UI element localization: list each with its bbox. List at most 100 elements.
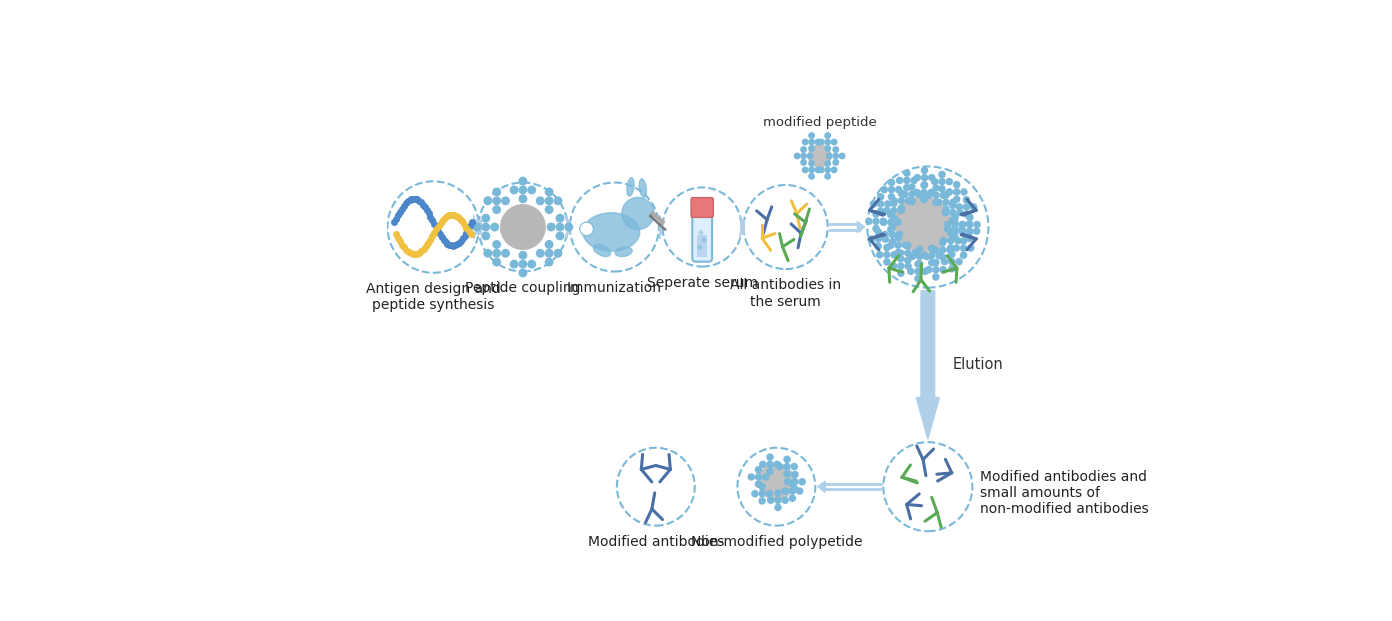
- Circle shape: [922, 182, 927, 188]
- Circle shape: [889, 232, 895, 238]
- Circle shape: [913, 189, 920, 196]
- Point: [448, 214, 470, 224]
- Circle shape: [867, 236, 874, 242]
- Circle shape: [933, 266, 938, 273]
- Point: [461, 217, 483, 227]
- Circle shape: [622, 197, 654, 230]
- Circle shape: [966, 221, 973, 227]
- Point: [411, 246, 433, 256]
- Point: [434, 237, 457, 247]
- Circle shape: [789, 495, 795, 501]
- Circle shape: [952, 214, 958, 220]
- Circle shape: [816, 139, 821, 145]
- Circle shape: [792, 471, 798, 478]
- Text: All antibodies in
the serum: All antibodies in the serum: [729, 278, 841, 309]
- FancyArrow shape: [916, 291, 940, 439]
- Point: [415, 205, 437, 215]
- Circle shape: [774, 461, 781, 468]
- Circle shape: [876, 229, 881, 235]
- Text: Non-modified polypetide: Non-modified polypetide: [690, 535, 862, 549]
- Circle shape: [888, 227, 894, 233]
- Circle shape: [898, 263, 903, 269]
- Point: [438, 210, 461, 220]
- Circle shape: [547, 224, 555, 231]
- Circle shape: [546, 188, 553, 196]
- Ellipse shape: [615, 247, 632, 256]
- Point: [427, 226, 450, 236]
- Circle shape: [493, 241, 500, 248]
- Circle shape: [557, 214, 564, 222]
- Circle shape: [748, 474, 754, 480]
- Point: [393, 243, 415, 253]
- Circle shape: [973, 228, 980, 234]
- Circle shape: [536, 197, 544, 204]
- Circle shape: [970, 204, 977, 210]
- Circle shape: [905, 257, 910, 263]
- Point: [391, 204, 413, 214]
- Point: [436, 238, 458, 248]
- Circle shape: [916, 261, 923, 267]
- Circle shape: [557, 224, 564, 231]
- Circle shape: [922, 268, 928, 274]
- Circle shape: [825, 146, 831, 151]
- Point: [429, 229, 451, 239]
- Circle shape: [881, 186, 887, 193]
- Circle shape: [935, 252, 942, 258]
- Circle shape: [915, 261, 922, 267]
- Point: [408, 248, 430, 258]
- Circle shape: [877, 194, 884, 200]
- Circle shape: [940, 247, 945, 253]
- Circle shape: [482, 232, 490, 240]
- Circle shape: [784, 471, 791, 477]
- Circle shape: [928, 189, 934, 196]
- Point: [397, 196, 419, 206]
- Polygon shape: [817, 481, 825, 492]
- Circle shape: [884, 245, 889, 251]
- Circle shape: [885, 201, 891, 207]
- Circle shape: [908, 268, 913, 274]
- Circle shape: [565, 224, 572, 231]
- Circle shape: [760, 461, 766, 468]
- Circle shape: [831, 167, 837, 173]
- Circle shape: [966, 228, 973, 234]
- Circle shape: [546, 250, 553, 257]
- Point: [404, 249, 426, 259]
- Circle shape: [955, 238, 960, 243]
- Circle shape: [940, 192, 947, 198]
- Circle shape: [896, 178, 902, 183]
- Circle shape: [944, 226, 951, 232]
- Circle shape: [832, 160, 838, 165]
- Circle shape: [519, 186, 526, 194]
- Circle shape: [827, 153, 832, 158]
- Circle shape: [519, 195, 526, 202]
- Point: [450, 236, 472, 246]
- Circle shape: [759, 464, 795, 500]
- Circle shape: [501, 250, 509, 257]
- Circle shape: [791, 463, 798, 469]
- Circle shape: [482, 224, 490, 231]
- Circle shape: [945, 222, 951, 228]
- Circle shape: [910, 178, 917, 183]
- Point: [388, 237, 411, 247]
- Point: [391, 240, 413, 250]
- Circle shape: [767, 454, 773, 460]
- Circle shape: [792, 486, 798, 492]
- Circle shape: [903, 170, 910, 176]
- Point: [395, 245, 418, 255]
- Circle shape: [825, 133, 831, 138]
- Point: [458, 226, 480, 236]
- Circle shape: [948, 230, 954, 237]
- Circle shape: [484, 250, 491, 257]
- Circle shape: [493, 206, 500, 214]
- Circle shape: [889, 224, 895, 230]
- Circle shape: [909, 199, 915, 205]
- Circle shape: [905, 250, 910, 256]
- Circle shape: [952, 222, 958, 228]
- Point: [433, 235, 455, 245]
- Circle shape: [903, 184, 910, 191]
- FancyArrow shape: [567, 215, 569, 238]
- Circle shape: [818, 167, 824, 173]
- Point: [401, 194, 423, 204]
- Circle shape: [956, 204, 962, 210]
- Circle shape: [756, 466, 761, 473]
